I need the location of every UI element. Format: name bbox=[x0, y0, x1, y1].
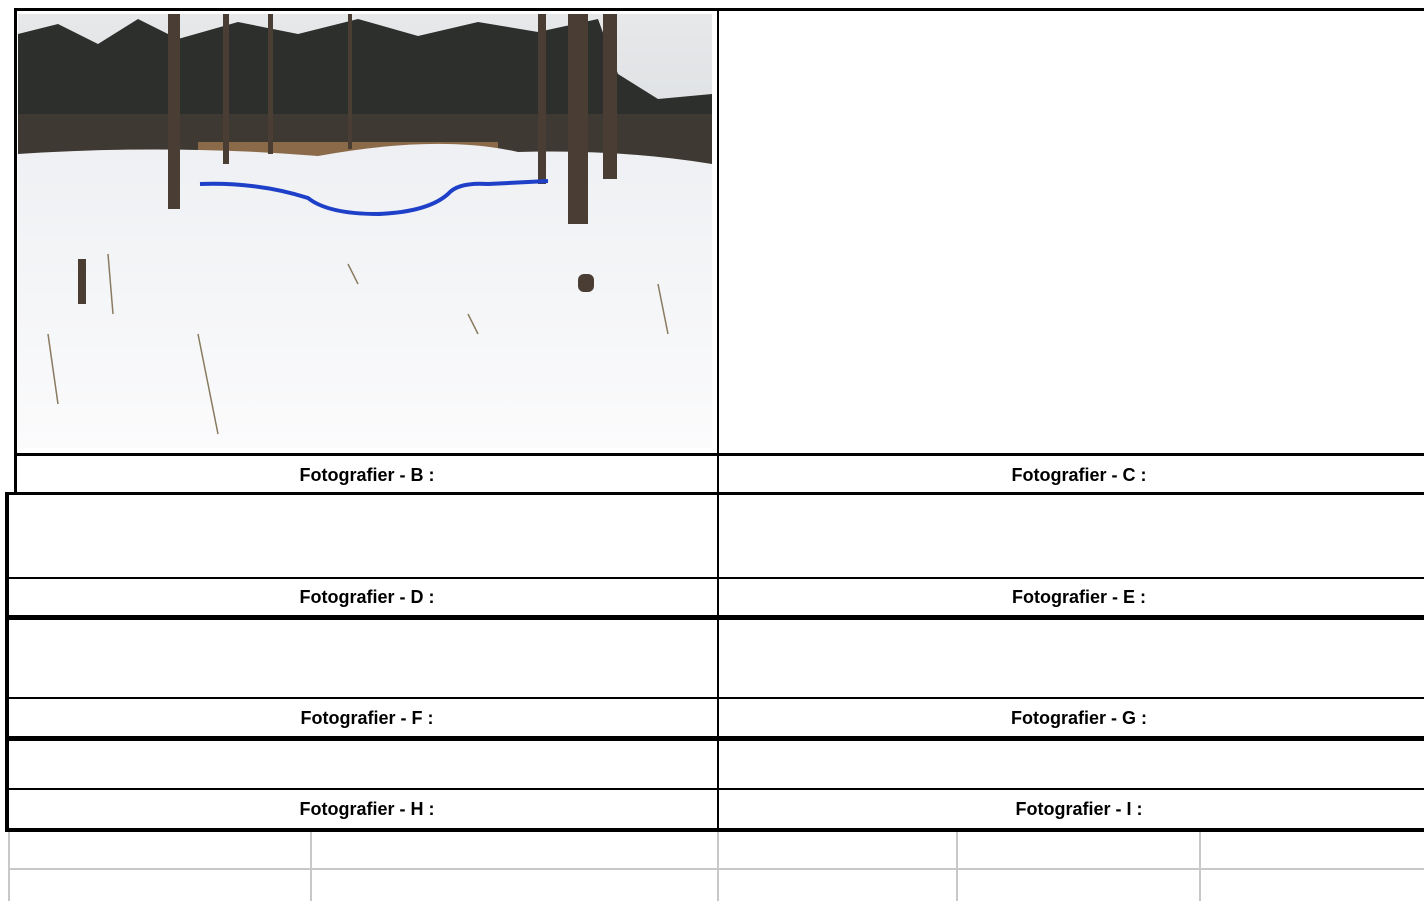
cell-label: Fotografier - H : bbox=[299, 799, 435, 819]
border bbox=[5, 828, 1424, 832]
cell-label: Fotografier - F : bbox=[300, 708, 434, 728]
photo bbox=[18, 14, 712, 448]
cell-label: Fotografier - E : bbox=[1012, 587, 1146, 607]
border bbox=[5, 492, 9, 832]
cell-label: Fotografier - B : bbox=[299, 465, 435, 485]
border bbox=[9, 736, 1424, 741]
gridline bbox=[310, 832, 312, 901]
gridline bbox=[717, 832, 719, 901]
cell-label: Fotografier - G : bbox=[1011, 708, 1147, 728]
border bbox=[14, 453, 1424, 456]
cell-label: Fotografier - D : bbox=[299, 587, 435, 607]
gridline bbox=[8, 832, 10, 901]
border bbox=[14, 8, 1424, 11]
gridline bbox=[8, 868, 1424, 870]
border bbox=[9, 697, 1424, 699]
border bbox=[717, 8, 719, 830]
border bbox=[14, 8, 17, 493]
border bbox=[9, 577, 1424, 579]
gridline bbox=[1199, 832, 1201, 901]
border bbox=[9, 615, 1424, 620]
cell-label: Fotografier - I : bbox=[1015, 799, 1143, 819]
gridline bbox=[956, 832, 958, 901]
border bbox=[9, 788, 1424, 790]
border bbox=[5, 492, 1424, 495]
cell-label: Fotografier - C : bbox=[1011, 465, 1147, 485]
